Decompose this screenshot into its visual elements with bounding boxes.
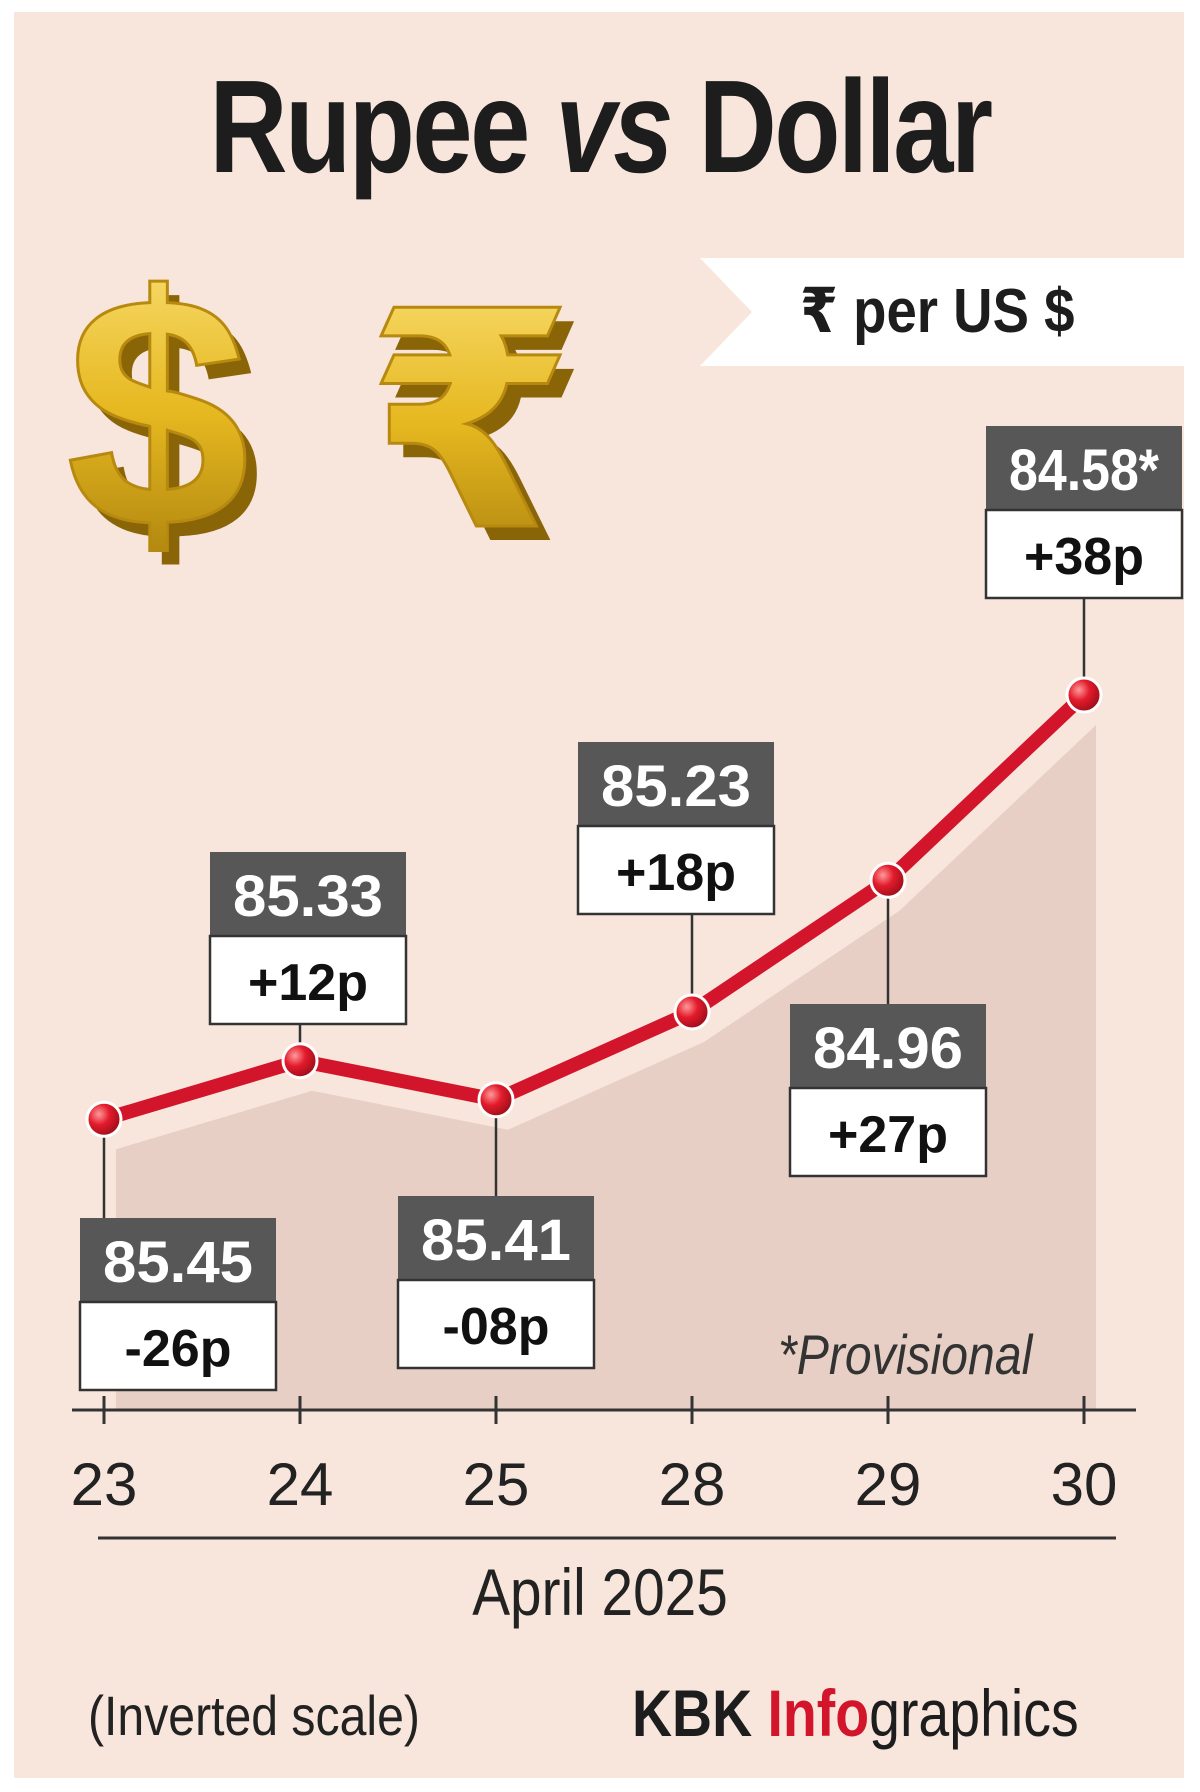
value-box-top — [210, 852, 406, 936]
data-label-box: 84.58* +38p — [984, 426, 1184, 600]
x-tick-label: 29 — [855, 1451, 922, 1518]
data-point — [869, 861, 907, 899]
data-value-label: 85.33 — [233, 864, 383, 929]
data-value-label: 85.41 — [421, 1208, 571, 1273]
credit-part-info: Info — [767, 1676, 870, 1750]
svg-text:$: $ — [78, 241, 262, 610]
value-box-top — [790, 1004, 986, 1088]
line-shadow-area — [116, 725, 1096, 1410]
inverted-scale-note: (Inverted scale) — [88, 1684, 420, 1747]
x-tick-label: 28 — [659, 1451, 726, 1518]
data-point — [85, 1100, 123, 1138]
data-change-label: +12p — [248, 954, 368, 1012]
data-change-label: +38p — [1024, 528, 1144, 586]
provisional-note: *Provisional — [778, 1323, 1033, 1386]
data-change-label: -26p — [125, 1320, 232, 1378]
data-label-box: 85.41 -08p — [396, 1196, 596, 1370]
svg-text:₹: ₹ — [366, 248, 575, 597]
svg-text:₹: ₹ — [380, 262, 589, 611]
data-point — [1065, 676, 1103, 714]
chart-title: Rupee vs Dollar — [108, 52, 1092, 202]
title-part-rupee: Rupee — [209, 53, 530, 200]
x-tick-label: 23 — [71, 1451, 138, 1518]
unit-label: ₹ per US $ — [800, 277, 1075, 346]
data-point — [281, 1042, 319, 1080]
title-part-vs: vs — [555, 53, 674, 200]
data-point — [673, 993, 711, 1031]
title-part-dollar: Dollar — [698, 53, 993, 200]
data-point — [477, 1081, 515, 1119]
data-label-box: 85.45 -26p — [78, 1218, 278, 1392]
value-box-top — [578, 742, 774, 826]
change-box-bottom — [78, 1300, 278, 1392]
data-label-box: 85.33 +12p — [208, 852, 408, 1026]
value-box-top — [986, 426, 1182, 510]
unit-banner — [700, 258, 1184, 366]
value-box-top — [80, 1218, 276, 1302]
change-box-bottom — [208, 934, 408, 1026]
x-axis-title: April 2025 — [472, 1555, 728, 1629]
x-tick-label: 25 — [463, 1451, 530, 1518]
rupee-sign-icon: ₹ ₹ — [365, 247, 589, 612]
credit-part-kbk: KBK — [632, 1676, 768, 1750]
data-change-label: +27p — [828, 1106, 948, 1164]
change-box-bottom — [576, 824, 776, 916]
data-value-label: 84.58* — [1009, 438, 1159, 503]
x-tick-label: 24 — [267, 1451, 334, 1518]
change-box-bottom — [984, 508, 1184, 600]
data-change-label: -08p — [443, 1298, 550, 1356]
dollar-sign-icon: $ $ — [65, 226, 262, 611]
series-line — [97, 688, 1091, 1127]
x-tick-label: 30 — [1051, 1451, 1118, 1518]
data-label-box: 85.23 +18p — [576, 742, 776, 916]
data-change-label: +18p — [616, 844, 736, 902]
data-label-box: 84.96 +27p — [788, 1004, 988, 1178]
credit-label: KBK Infographics — [632, 1672, 1079, 1754]
data-value-label: 85.45 — [103, 1230, 253, 1295]
value-box-top — [398, 1196, 594, 1280]
credit-part-graphics: graphics — [869, 1676, 1079, 1750]
change-box-bottom — [396, 1278, 596, 1370]
data-value-label: 84.96 — [813, 1016, 963, 1081]
data-value-label: 85.23 — [601, 754, 751, 819]
svg-text:$: $ — [66, 227, 250, 596]
change-box-bottom — [788, 1086, 988, 1178]
